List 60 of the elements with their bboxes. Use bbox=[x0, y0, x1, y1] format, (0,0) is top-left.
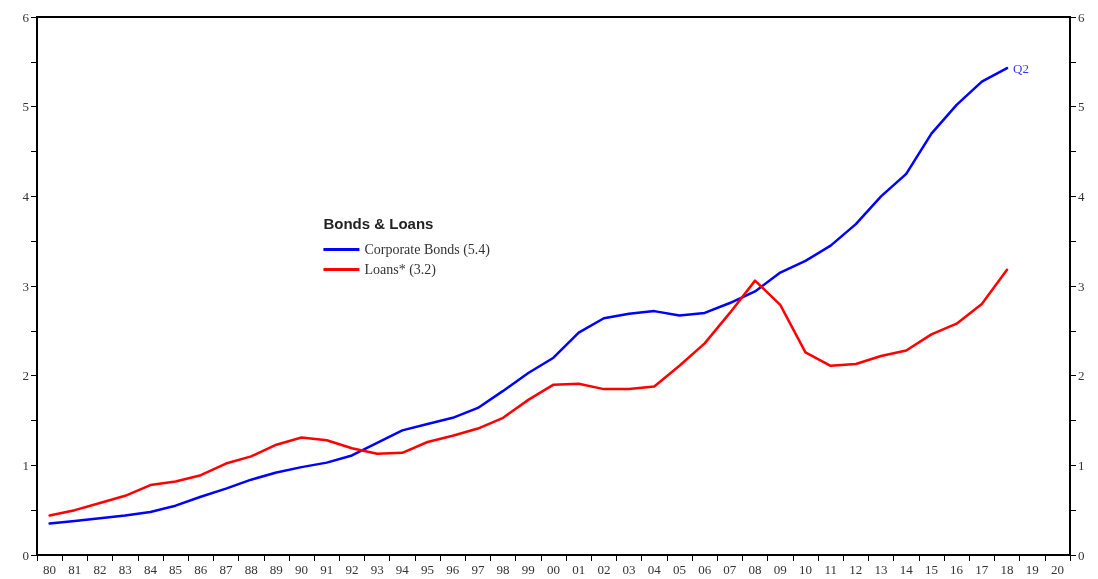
x-tick-label: 92 bbox=[345, 562, 359, 577]
x-tick-label: 20 bbox=[1050, 562, 1064, 577]
x-tick-label: 09 bbox=[773, 562, 787, 577]
x-tick-label: 80 bbox=[43, 562, 57, 577]
x-tick-label: 01 bbox=[572, 562, 586, 577]
y-tick-label: 5 bbox=[22, 99, 29, 115]
x-tick-label: 93 bbox=[370, 562, 384, 577]
x-tick-label: 85 bbox=[169, 562, 183, 577]
x-tick-label: 81 bbox=[68, 562, 82, 577]
x-tick-label: 96 bbox=[446, 562, 460, 577]
x-tick-label: 82 bbox=[93, 562, 107, 577]
x-tick-label: 90 bbox=[295, 562, 309, 577]
y2-tick-label: 0 bbox=[1078, 547, 1085, 563]
x-tick-label: 99 bbox=[521, 562, 535, 577]
y-tick-label: 1 bbox=[22, 457, 29, 473]
x-tick-label: 17 bbox=[975, 562, 989, 577]
x-tick-label: 06 bbox=[698, 562, 712, 577]
x-tick-label: 13 bbox=[874, 562, 888, 577]
y-tick-label: 2 bbox=[22, 368, 29, 384]
x-tick-label: 08 bbox=[748, 562, 762, 577]
x-tick-label: 14 bbox=[899, 562, 914, 577]
x-tick-label: 94 bbox=[395, 562, 410, 577]
y2-tick-label: 1 bbox=[1078, 457, 1085, 473]
line-series bbox=[48, 66, 1009, 525]
x-tick-label: 97 bbox=[471, 562, 485, 577]
y-tick-label: 3 bbox=[22, 278, 29, 294]
legend-label: Loans* (3.2) bbox=[364, 261, 437, 278]
y-tick-label: 4 bbox=[22, 188, 30, 204]
y2-tick-label: 4 bbox=[1078, 188, 1085, 204]
x-tick-label: 91 bbox=[320, 562, 334, 577]
y2-tick-label: 5 bbox=[1078, 99, 1085, 115]
y2-tick-label: 2 bbox=[1078, 368, 1085, 384]
x-tick-label: 04 bbox=[647, 562, 662, 577]
x-tick-label: 87 bbox=[219, 562, 233, 577]
y-tick-label: 0 bbox=[22, 547, 29, 563]
x-tick-label: 00 bbox=[547, 562, 560, 577]
x-tick-label: 98 bbox=[496, 562, 510, 577]
x-tick-label: 15 bbox=[924, 562, 938, 577]
x-tick-label: 19 bbox=[1025, 562, 1039, 577]
y2-tick-label: 6 bbox=[1078, 9, 1085, 25]
x-tick-label: 07 bbox=[723, 562, 737, 577]
x-tick-label: 95 bbox=[421, 562, 435, 577]
legend-title: Bonds & Loans bbox=[323, 215, 434, 233]
annotation: Q2 bbox=[1013, 60, 1029, 76]
x-tick-label: 88 bbox=[244, 562, 258, 577]
y2-tick-label: 3 bbox=[1078, 278, 1085, 294]
x-tick-label: 83 bbox=[118, 562, 132, 577]
x-tick-label: 18 bbox=[1000, 562, 1014, 577]
x-tick-label: 12 bbox=[849, 562, 863, 577]
x-tick-label: 05 bbox=[672, 562, 686, 577]
x-tick-label: 03 bbox=[622, 562, 636, 577]
x-tick-label: 11 bbox=[824, 562, 837, 577]
legend-label: Corporate Bonds (5.4) bbox=[364, 241, 491, 258]
x-tick-label: 84 bbox=[143, 562, 158, 577]
x-tick-label: 16 bbox=[950, 562, 964, 577]
x-tick-label: 02 bbox=[597, 562, 611, 577]
y-tick-label: 6 bbox=[22, 9, 30, 25]
x-tick-label: 86 bbox=[194, 562, 208, 577]
x-tick-label: 10 bbox=[798, 562, 812, 577]
x-tick-label: 89 bbox=[269, 562, 283, 577]
